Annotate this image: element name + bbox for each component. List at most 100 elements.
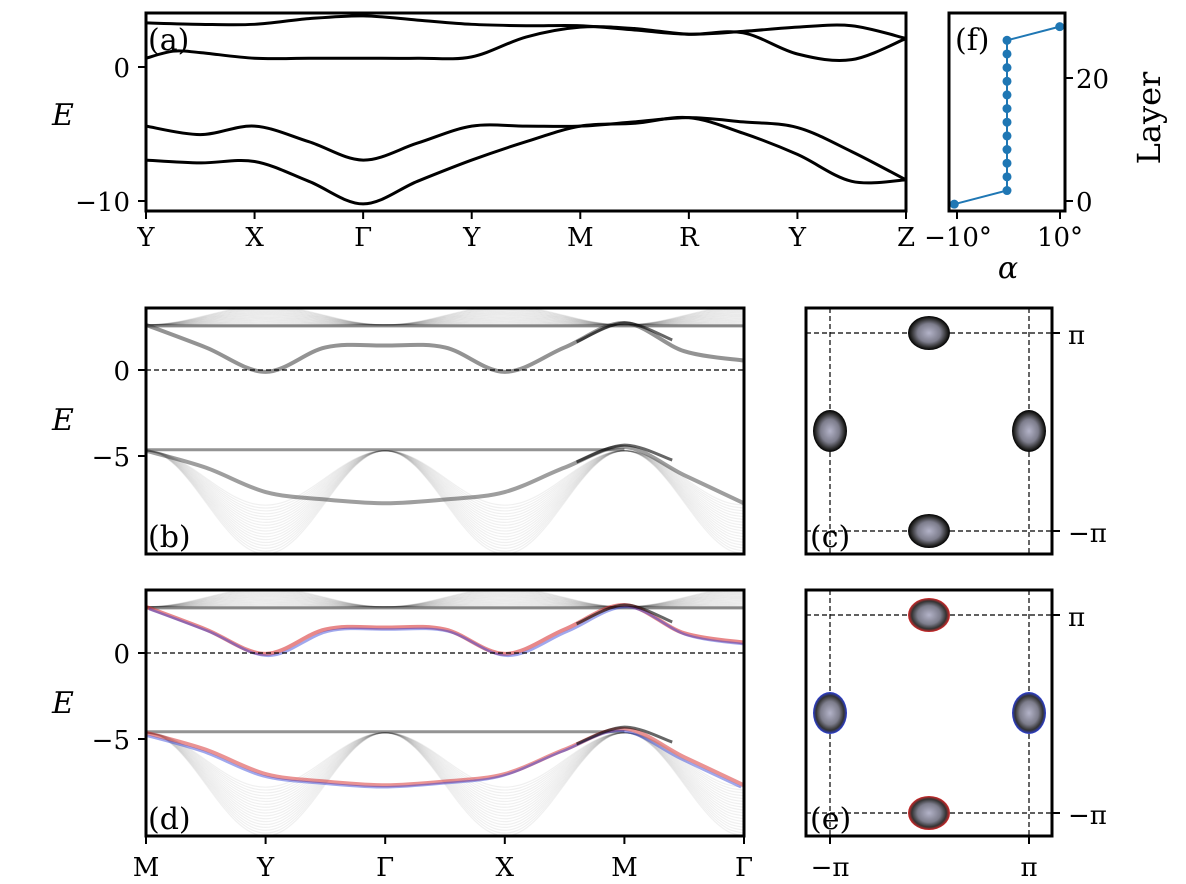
panel-f-point-13	[1055, 22, 1065, 32]
panel-f-point-10	[1002, 63, 1012, 73]
b-bands-lower-16	[146, 450, 744, 552]
b-bands-lower-3	[146, 450, 744, 515]
panel-a-yticks: 0 −10	[75, 54, 146, 218]
b-bands-surface-band-2	[146, 444, 744, 506]
d-bands-lower-17	[146, 732, 744, 836]
panel-a-ylabel: E	[51, 98, 74, 133]
panel-a-label: (a)	[148, 23, 189, 58]
panel-f-point-9	[1002, 76, 1012, 86]
d-bands-lower-10	[146, 732, 744, 817]
panel-f-point-4	[1002, 145, 1012, 155]
b-bands-lower-7	[146, 450, 744, 526]
c-map-pocket-top	[908, 316, 950, 350]
d-bands-upper-11	[146, 594, 744, 608]
f-xtick-1: 10°	[1037, 223, 1083, 253]
panel-f-point-2	[1002, 172, 1012, 182]
panel-a-band-0	[146, 14, 906, 40]
e-map-pocket-left	[813, 692, 847, 734]
a-xtick-1: X	[245, 223, 264, 253]
d-xtick-1: Y	[256, 853, 275, 883]
e-ytick-0: π	[1068, 603, 1085, 633]
d-bands-surface-band-2	[146, 726, 744, 788]
panel-c-label: (c)	[810, 520, 850, 555]
d-bands-lower-4	[146, 732, 744, 800]
panel-f-point-3	[1002, 158, 1012, 168]
panel-f-xlabel: α	[998, 251, 1018, 286]
c-map-pocket-right	[1012, 410, 1046, 452]
c-map-pocket-bottom	[908, 514, 950, 548]
a-xtick-7: Z	[897, 223, 915, 253]
d-xtick-0: M	[133, 853, 160, 883]
e-map-pocket-top	[908, 598, 950, 632]
panel-b-frame	[144, 306, 746, 556]
d-ytick-0: 0	[113, 640, 130, 670]
b-bands-upper-10	[146, 313, 744, 326]
panel-a: (a) E 0 −10 Y X Γ Y M R Y Z	[51, 11, 915, 253]
f-ytick-1: 0	[1076, 188, 1093, 218]
d-xtick-3: X	[496, 853, 515, 883]
panel-f-point-7	[1002, 104, 1012, 114]
panel-f-point-11	[1002, 49, 1012, 59]
d-bands-upper-10	[146, 595, 744, 608]
c-ytick-1: −π	[1068, 519, 1107, 549]
b-bands-lower-11	[146, 450, 744, 538]
panel-c-map	[806, 308, 1052, 554]
d-bands-lower-12	[146, 732, 744, 823]
a-ytick-0: 0	[113, 54, 130, 84]
b-bands-lower-15	[146, 450, 744, 549]
d-bands-lower-7	[146, 732, 744, 808]
b-bands-lower-6	[146, 450, 744, 524]
b-bands-lower-9	[146, 450, 744, 532]
b-bands-lower-10	[146, 450, 744, 535]
b-bands-lower-4	[146, 450, 744, 518]
d-bands-upper-13	[146, 591, 744, 608]
d-bands-lower-9	[146, 732, 744, 814]
panel-b-spectral	[146, 308, 744, 554]
d-bands-lower-6	[146, 732, 744, 806]
b-bands-m-crossing-upper	[575, 321, 673, 344]
panel-b-label: (b)	[148, 520, 191, 555]
e-xtick-0: −π	[811, 853, 850, 883]
panel-a-band-3	[146, 115, 906, 206]
b-bands-upper-14	[146, 308, 744, 326]
d-bands-upper-12	[146, 593, 744, 608]
panel-c: (c) π −π	[804, 306, 1107, 556]
panel-e-frame	[804, 588, 1054, 838]
d-bands-m-crossing-lower	[576, 725, 673, 746]
e-ytick-1: −π	[1068, 801, 1107, 831]
d-bands-lower-8	[146, 732, 744, 811]
panel-d-label: (d)	[148, 802, 191, 837]
b-bands-lower-5	[146, 450, 744, 521]
b-bands-upper-12	[146, 311, 744, 326]
panel-f-point-12	[1002, 35, 1012, 45]
panel-f-point-5	[1002, 131, 1012, 141]
panel-f-frame	[947, 11, 1067, 213]
panel-e: (e) π −π −π π	[804, 588, 1107, 883]
panel-d: (d) E 0 −5 M Y Γ X M Γ	[51, 588, 753, 883]
d-xtick-2: Γ	[376, 853, 394, 883]
panel-f-point-1	[1002, 186, 1012, 196]
b-bands-upper-13	[146, 309, 744, 326]
b-ytick-1: −5	[92, 443, 130, 473]
panel-e-map	[806, 590, 1052, 836]
panel-a-frame	[144, 11, 908, 213]
e-map-pocket-bottom	[908, 796, 950, 830]
d-bands-surface-band-2b	[146, 729, 742, 789]
panel-f-ylabel: Layer	[1130, 71, 1168, 164]
c-map-pocket-left	[813, 410, 847, 452]
panel-f: (f) 20 0 Layer −10° 10° α	[924, 11, 1168, 286]
b-bands-lower-14	[146, 450, 744, 546]
d-bands-m-crossing-upper	[575, 603, 673, 626]
d-bands-upper-9	[146, 596, 744, 608]
panel-a-band-1	[146, 25, 906, 63]
c-ytick-0: π	[1068, 321, 1085, 351]
panel-f-point-0	[949, 199, 959, 209]
panel-f-plot	[949, 22, 1065, 209]
a-xtick-6: Y	[788, 223, 807, 253]
panel-f-label: (f)	[955, 23, 990, 58]
e-xtick-1: π	[1020, 853, 1037, 883]
b-bands-upper-11	[146, 312, 744, 326]
